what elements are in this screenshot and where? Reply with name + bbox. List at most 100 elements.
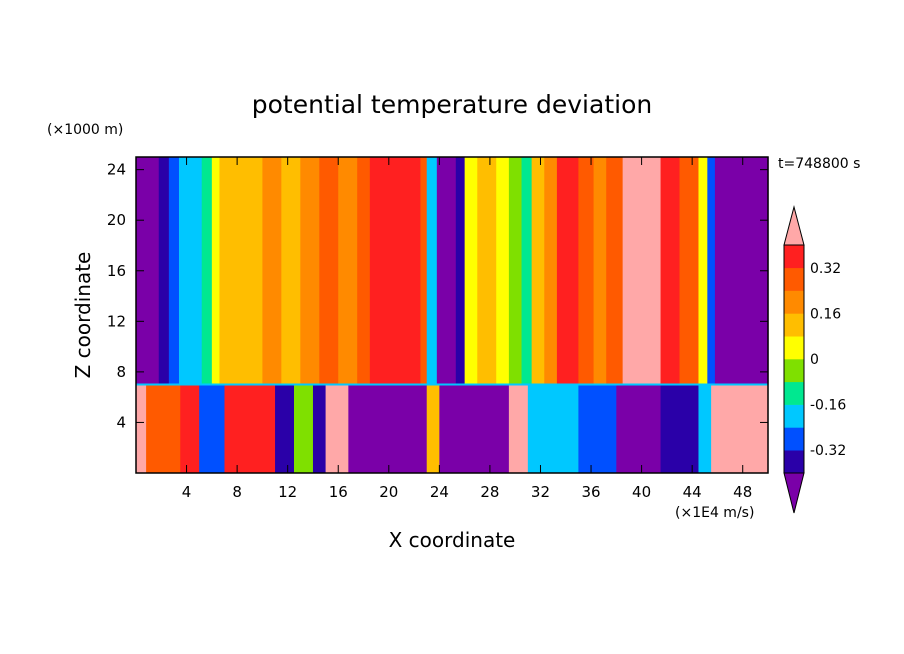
upper-field-band-4 [201,157,213,385]
upper-field-band-5 [211,157,221,385]
y-axis-label: Z coordinate [71,252,95,379]
upper-field-band-27 [578,157,595,385]
upper-field-band-7 [237,157,263,385]
x-axis-ticks: 4 8 12 16 20 24 28 32 36 40 44 48 [182,157,752,501]
colorbar-label-4: 0.32 [810,261,841,277]
lower-field-region-0 [136,384,147,473]
y-tick-label-2: 12 [107,312,126,330]
colorbar-segment-2 [784,404,804,428]
upper-field-band-17 [436,157,457,385]
upper-field-band-14 [369,157,421,385]
upper-field-band-32 [679,157,700,385]
upper-field-band-9 [281,157,301,385]
upper-field-band-1 [158,157,170,385]
colorbar-segment-8 [784,267,804,291]
x-tick-label-9: 40 [632,483,651,501]
upper-field-band-10 [300,157,320,385]
x-tick-label-7: 32 [531,483,550,501]
upper-field-band-8 [262,157,282,385]
y-axis-ticks: 4 8 12 16 20 24 [107,161,768,431]
upper-field-band-16 [426,157,438,385]
upper-field-band-15 [420,157,428,385]
chart-title: potential temperature deviation [252,90,652,119]
colorbar-segment-3 [784,381,804,405]
upper-field-band-24 [531,157,545,385]
upper-field-band-22 [508,157,523,385]
colorbar-segment-7 [784,290,804,314]
lower-field-region-12 [508,384,529,473]
x-tick-label-2: 12 [278,483,297,501]
upper-field-band-13 [357,157,371,385]
upper-field-band-33 [698,157,708,385]
lower-field-region-4 [224,384,276,473]
plot-area [136,157,769,473]
colorbar-label-3: 0.16 [810,306,841,322]
x-tick-label-6: 28 [480,483,499,501]
lower-field-region-16 [660,384,700,473]
x-axis-label: X coordinate [389,528,516,552]
x-tick-label-8: 36 [581,483,600,501]
x-tick-label-4: 20 [379,483,398,501]
lower-field-region-17 [698,384,712,473]
colorbar-segment-6 [784,313,804,337]
upper-field-band-0 [136,157,160,385]
lower-field-region-18 [711,384,769,473]
lower-field-region-7 [312,384,327,473]
upper-field-band-19 [464,157,478,385]
colorbar-label-2: 0 [810,352,819,368]
upper-field-band-2 [168,157,180,385]
colorbar-segment-9 [784,245,804,269]
upper-field-band-18 [455,157,466,385]
upper-field-band-21 [496,157,510,385]
lower-field-region-11 [439,384,510,473]
lower-field-region-1 [146,384,181,473]
x-tick-label-1: 8 [232,483,242,501]
colorbar-label-0: -0.32 [810,443,846,459]
upper-field-band-20 [477,157,497,385]
colorbar: -0.32 -0.16 0 0.16 0.32 [783,205,846,514]
x-tick-label-11: 48 [733,483,752,501]
colorbar-segment-1 [784,427,804,451]
colorbar-segment-4 [784,359,804,383]
x-tick-label-10: 44 [683,483,702,501]
y-tick-label-3: 16 [107,262,126,280]
upper-field-band-11 [319,157,339,385]
x-tick-label-5: 24 [430,483,449,501]
upper-field-band-23 [521,157,533,385]
time-label: t=748800 s [778,156,860,172]
upper-field-band-28 [593,157,607,385]
lower-field-region-2 [180,384,200,473]
lower-field-region-5 [275,384,295,473]
lower-field-region-13 [527,384,579,473]
upper-field-band-12 [338,157,358,385]
upper-field-band-31 [660,157,681,385]
upper-field-band-26 [556,157,579,385]
upper-field-band-29 [606,157,624,385]
upper-field-band-34 [707,157,716,385]
upper-field-band-6 [219,157,238,385]
upper-field-band-30 [622,157,662,385]
y-tick-label-1: 8 [116,363,126,381]
colorbar-extend-bottom [783,472,805,514]
colorbar-segment-0 [784,450,804,474]
lower-field-region-14 [578,384,617,473]
upper-field-band-25 [544,157,558,385]
lower-field-region-8 [325,384,349,473]
y-tick-label-4: 20 [107,211,126,229]
y-tick-label-0: 4 [116,413,126,431]
y-axis-units: (×1000 m) [47,122,123,138]
x-tick-label-0: 4 [182,483,192,501]
lower-field-region-10 [426,384,440,473]
lower-field-region-6 [294,384,314,473]
x-tick-label-3: 16 [329,483,348,501]
upper-field-band-35 [714,157,769,385]
plot-frame [135,156,769,474]
lower-field-region-15 [616,384,662,473]
x-axis-units: (×1E4 m/s) [675,505,754,521]
lower-field-region-9 [348,384,428,473]
colorbar-label-1: -0.16 [810,398,846,414]
colorbar-extend-top [783,205,805,246]
upper-field-band-3 [178,157,203,385]
lower-field-region-3 [199,384,226,473]
